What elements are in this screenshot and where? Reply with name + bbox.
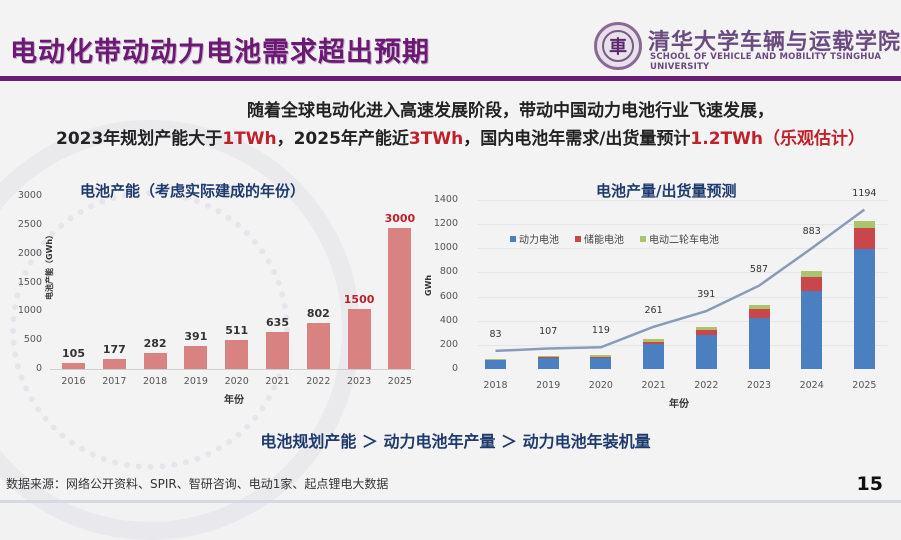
- flow-summary: 电池规划产能 ＞ 动力电池年产量 ＞ 动力电池年装机量: [0, 428, 901, 452]
- total-value-label: 261: [634, 305, 674, 316]
- total-value-label: 883: [792, 226, 832, 237]
- slide: 电动化带动动力电池需求超出预期 車 清华大学车辆与运载学院 SCHOOL OF …: [0, 0, 901, 503]
- page-number: 15: [857, 473, 883, 495]
- legend-item-storage: 储能电池: [575, 231, 624, 246]
- data-source: 数据来源：网络公开资料、SPIR、智研咨询、电动1家、起点锂电大数据: [6, 475, 388, 492]
- total-value-label: 1194: [844, 188, 884, 199]
- total-value-label: 119: [581, 325, 621, 336]
- legend-swatch-icon: [575, 236, 581, 242]
- legend-swatch-icon: [510, 236, 516, 242]
- legend-item-two-wheeler: 电动二轮车电池: [640, 231, 719, 246]
- total-value-label: 391: [686, 289, 726, 300]
- total-value-label: 107: [528, 326, 568, 337]
- legend-item-power: 动力电池: [510, 231, 559, 246]
- legend-swatch-icon: [640, 236, 646, 242]
- total-value-label: 83: [476, 329, 516, 340]
- shipment-legend: 动力电池 储能电池 电动二轮车电池: [510, 231, 719, 246]
- total-value-label: 587: [739, 264, 779, 275]
